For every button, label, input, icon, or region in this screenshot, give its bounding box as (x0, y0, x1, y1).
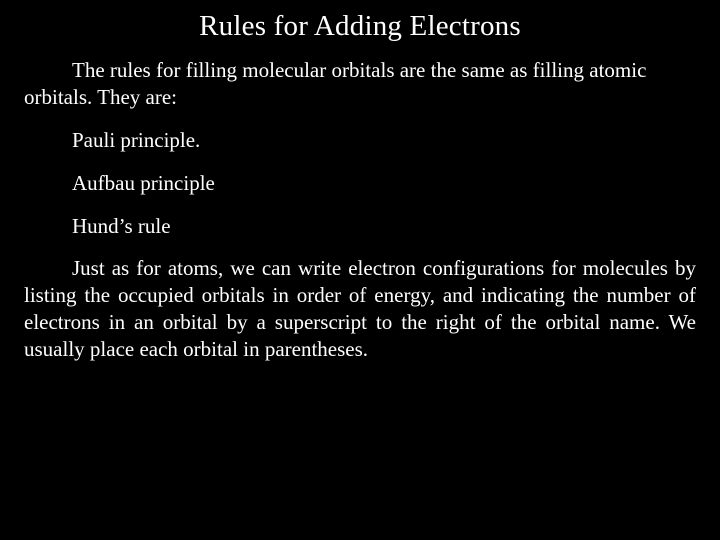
slide-content: Rules for Adding Electrons The rules for… (0, 0, 720, 540)
slide-title: Rules for Adding Electrons (24, 10, 696, 43)
intro-paragraph: The rules for filling molecular orbitals… (24, 57, 696, 111)
outro-paragraph: Just as for atoms, we can write electron… (24, 255, 696, 363)
rule-aufbau: Aufbau principle (24, 170, 696, 197)
rule-hund: Hund’s rule (24, 213, 696, 240)
rule-pauli: Pauli principle. (24, 127, 696, 154)
